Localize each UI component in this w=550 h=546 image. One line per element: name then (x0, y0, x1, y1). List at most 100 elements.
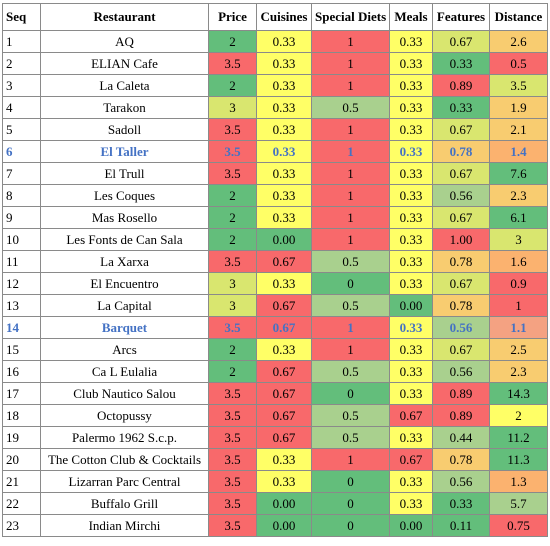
cell-meals: 0.33 (389, 206, 433, 229)
cell-seq: 18 (2, 404, 41, 427)
table-row: 16 Ca L Eulalia 2 0.67 0.5 0.33 0.56 2.3 (2, 360, 548, 383)
cell-special-diets: 1 (311, 52, 390, 75)
cell-special-diets: 1 (311, 338, 390, 361)
cell-features: 0.78 (432, 140, 490, 163)
cell-special-diets: 0 (311, 470, 390, 493)
cell-seq: 10 (2, 228, 41, 251)
cell-price: 3.5 (208, 118, 257, 141)
cell-meals: 0.33 (389, 272, 433, 295)
cell-meals: 0.33 (389, 162, 433, 185)
cell-restaurant: Lizarran Parc Central (40, 470, 209, 493)
cell-price: 3.5 (208, 52, 257, 75)
cell-price: 2 (208, 360, 257, 383)
cell-meals: 0.33 (389, 470, 433, 493)
cell-features: 0.89 (432, 74, 490, 97)
cell-restaurant: Sadoll (40, 118, 209, 141)
cell-features: 0.67 (432, 272, 490, 295)
cell-cuisines: 0.33 (256, 118, 312, 141)
cell-cuisines: 0.33 (256, 140, 312, 163)
cell-seq: 13 (2, 294, 41, 317)
cell-price: 3.5 (208, 492, 257, 515)
cell-distance: 1.9 (489, 96, 548, 119)
cell-distance: 2.6 (489, 30, 548, 53)
cell-cuisines: 0.33 (256, 338, 312, 361)
cell-distance: 2.3 (489, 360, 548, 383)
cell-distance: 11.2 (489, 426, 548, 449)
table-row: 18 Octopussy 3.5 0.67 0.5 0.67 0.89 2 (2, 404, 548, 427)
cell-features: 0.33 (432, 492, 490, 515)
cell-seq: 21 (2, 470, 41, 493)
cell-distance: 1.3 (489, 470, 548, 493)
cell-meals: 0.33 (389, 338, 433, 361)
cell-seq: 11 (2, 250, 41, 273)
table-row: 19 Palermo 1962 S.c.p. 3.5 0.67 0.5 0.33 0.44 1… (2, 426, 548, 449)
cell-seq: 1 (2, 30, 41, 53)
cell-special-diets: 0.5 (311, 426, 390, 449)
table-row: 15 Arcs 2 0.33 1 0.33 0.67 2.5 (2, 338, 548, 361)
cell-restaurant: Mas Rosello (40, 206, 209, 229)
cell-features: 0.78 (432, 448, 490, 471)
cell-restaurant: The Cotton Club & Cocktails (40, 448, 209, 471)
cell-price: 3.5 (208, 514, 257, 537)
cell-restaurant: Octopussy (40, 404, 209, 427)
table-row: 3 La Caleta 2 0.33 1 0.33 0.89 3.5 (2, 74, 548, 97)
cell-distance: 2.5 (489, 338, 548, 361)
cell-features: 0.56 (432, 184, 490, 207)
cell-cuisines: 0.33 (256, 272, 312, 295)
cell-distance: 6.1 (489, 206, 548, 229)
cell-cuisines: 0.00 (256, 514, 312, 537)
cell-seq: 22 (2, 492, 41, 515)
table-row: 23 Indian Mirchi 3.5 0.00 0 0.00 0.11 0.75 (2, 514, 548, 537)
cell-special-diets: 0.5 (311, 250, 390, 273)
cell-special-diets: 0.5 (311, 96, 390, 119)
cell-cuisines: 0.33 (256, 206, 312, 229)
cell-distance: 11.3 (489, 448, 548, 471)
cell-price: 3.5 (208, 316, 257, 339)
cell-meals: 0.33 (389, 74, 433, 97)
cell-meals: 0.67 (389, 404, 433, 427)
header-special-diets: Special Diets (311, 3, 390, 31)
cell-meals: 0.00 (389, 294, 433, 317)
cell-meals: 0.33 (389, 382, 433, 405)
table-row: 20 The Cotton Club & Cocktails 3.5 0.33 1 0.6… (2, 448, 548, 471)
cell-special-diets: 0.5 (311, 404, 390, 427)
cell-features: 0.67 (432, 338, 490, 361)
cell-distance: 14.3 (489, 382, 548, 405)
cell-restaurant: Tarakon (40, 96, 209, 119)
cell-cuisines: 0.00 (256, 228, 312, 251)
cell-meals: 0.33 (389, 118, 433, 141)
header-restaurant: Restaurant (40, 3, 209, 31)
cell-distance: 0.9 (489, 272, 548, 295)
cell-special-diets: 0.5 (311, 360, 390, 383)
cell-restaurant: Barquet (40, 316, 209, 339)
cell-cuisines: 0.33 (256, 52, 312, 75)
cell-cuisines: 0.67 (256, 294, 312, 317)
cell-features: 0.33 (432, 52, 490, 75)
cell-distance: 3.5 (489, 74, 548, 97)
cell-special-diets: 1 (311, 316, 390, 339)
cell-price: 3.5 (208, 448, 257, 471)
cell-price: 3 (208, 294, 257, 317)
cell-meals: 0.33 (389, 140, 433, 163)
cell-features: 0.67 (432, 30, 490, 53)
table-row: 17 Club Nautico Salou 3.5 0.67 0 0.33 0.89 14.3 (2, 382, 548, 405)
cell-special-diets: 1 (311, 140, 390, 163)
cell-special-diets: 0 (311, 514, 390, 537)
cell-special-diets: 1 (311, 184, 390, 207)
cell-distance: 2 (489, 404, 548, 427)
cell-restaurant: Buffalo Grill (40, 492, 209, 515)
cell-price: 3 (208, 96, 257, 119)
cell-special-diets: 1 (311, 206, 390, 229)
cell-price: 2 (208, 338, 257, 361)
cell-cuisines: 0.67 (256, 360, 312, 383)
cell-price: 3.5 (208, 162, 257, 185)
table-row: 9 Mas Rosello 2 0.33 1 0.33 0.67 6.1 (2, 206, 548, 229)
cell-seq: 2 (2, 52, 41, 75)
cell-meals: 0.33 (389, 492, 433, 515)
cell-meals: 0.33 (389, 228, 433, 251)
cell-features: 0.67 (432, 206, 490, 229)
cell-seq: 20 (2, 448, 41, 471)
cell-restaurant: AQ (40, 30, 209, 53)
cell-distance: 7.6 (489, 162, 548, 185)
cell-restaurant: Arcs (40, 338, 209, 361)
